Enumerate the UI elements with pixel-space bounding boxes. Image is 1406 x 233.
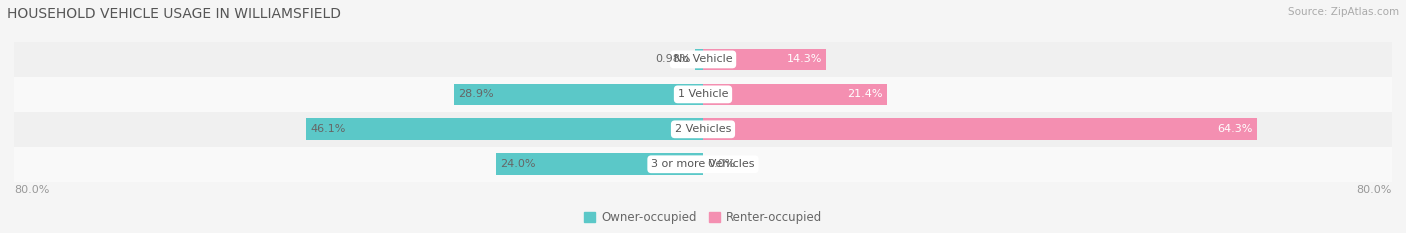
Bar [703,84,887,105]
Text: 80.0%: 80.0% [14,185,49,195]
Bar [703,118,1257,140]
Bar [496,154,703,175]
Bar [14,147,1392,182]
Bar [454,84,703,105]
Text: No Vehicle: No Vehicle [673,55,733,64]
Text: 64.3%: 64.3% [1218,124,1253,134]
Text: 2 Vehicles: 2 Vehicles [675,124,731,134]
Text: HOUSEHOLD VEHICLE USAGE IN WILLIAMSFIELD: HOUSEHOLD VEHICLE USAGE IN WILLIAMSFIELD [7,7,342,21]
Text: 28.9%: 28.9% [458,89,494,99]
Bar [695,49,703,70]
Text: 21.4%: 21.4% [848,89,883,99]
Text: 24.0%: 24.0% [501,159,536,169]
Bar [14,77,1392,112]
Text: 46.1%: 46.1% [311,124,346,134]
Text: 14.3%: 14.3% [786,55,823,64]
Text: 80.0%: 80.0% [1357,185,1392,195]
Text: 3 or more Vehicles: 3 or more Vehicles [651,159,755,169]
Text: Source: ZipAtlas.com: Source: ZipAtlas.com [1288,7,1399,17]
Text: 0.0%: 0.0% [707,159,735,169]
Legend: Owner-occupied, Renter-occupied: Owner-occupied, Renter-occupied [579,206,827,229]
Bar [307,118,703,140]
Text: 1 Vehicle: 1 Vehicle [678,89,728,99]
Bar [703,49,827,70]
Text: 0.98%: 0.98% [655,55,690,64]
Bar [14,112,1392,147]
Bar [14,42,1392,77]
